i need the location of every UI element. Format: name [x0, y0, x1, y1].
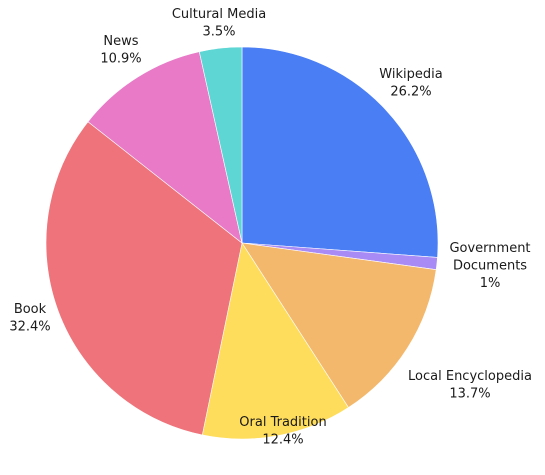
- label-book: Book 32.4%: [9, 302, 50, 335]
- slice-wikipedia: [241, 46, 439, 258]
- label-oral-tradition: Oral Tradition 12.4%: [239, 415, 326, 448]
- label-category: Book: [14, 302, 47, 317]
- label-category: Documents: [453, 259, 527, 274]
- label-category: News: [103, 34, 138, 49]
- label-percent: 13.7%: [449, 387, 490, 402]
- slice-oral-tradition: [201, 242, 349, 440]
- label-percent: 32.4%: [9, 320, 50, 335]
- label-local-encyclopedia: Local Encyclopedia 13.7%: [408, 369, 532, 402]
- label-category: Oral Tradition: [239, 415, 326, 430]
- label-category: Local Encyclopedia: [408, 369, 532, 384]
- label-government-documents: Government Documents 1%: [449, 241, 530, 291]
- label-percent: 10.9%: [100, 52, 141, 67]
- slice-news: [87, 51, 243, 244]
- label-category: Cultural Media: [172, 7, 266, 22]
- slice-cultural-media: [198, 46, 243, 244]
- label-cultural-media: Cultural Media 3.5%: [172, 7, 266, 40]
- label-category: Wikipedia: [379, 67, 442, 82]
- label-wikipedia: Wikipedia 26.2%: [379, 67, 442, 100]
- label-news: News 10.9%: [100, 34, 141, 67]
- slice-local-encyclopedia: [241, 242, 437, 408]
- label-category: Government: [449, 241, 530, 256]
- label-percent: 12.4%: [262, 433, 303, 448]
- label-percent: 26.2%: [390, 85, 431, 100]
- label-percent: 1%: [480, 276, 501, 291]
- slice-book: [45, 121, 243, 436]
- pie-slices: [45, 46, 439, 440]
- label-percent: 3.5%: [202, 25, 235, 40]
- slice-labels: Wikipedia 26.2% Government Documents 1% Local…: [9, 7, 532, 448]
